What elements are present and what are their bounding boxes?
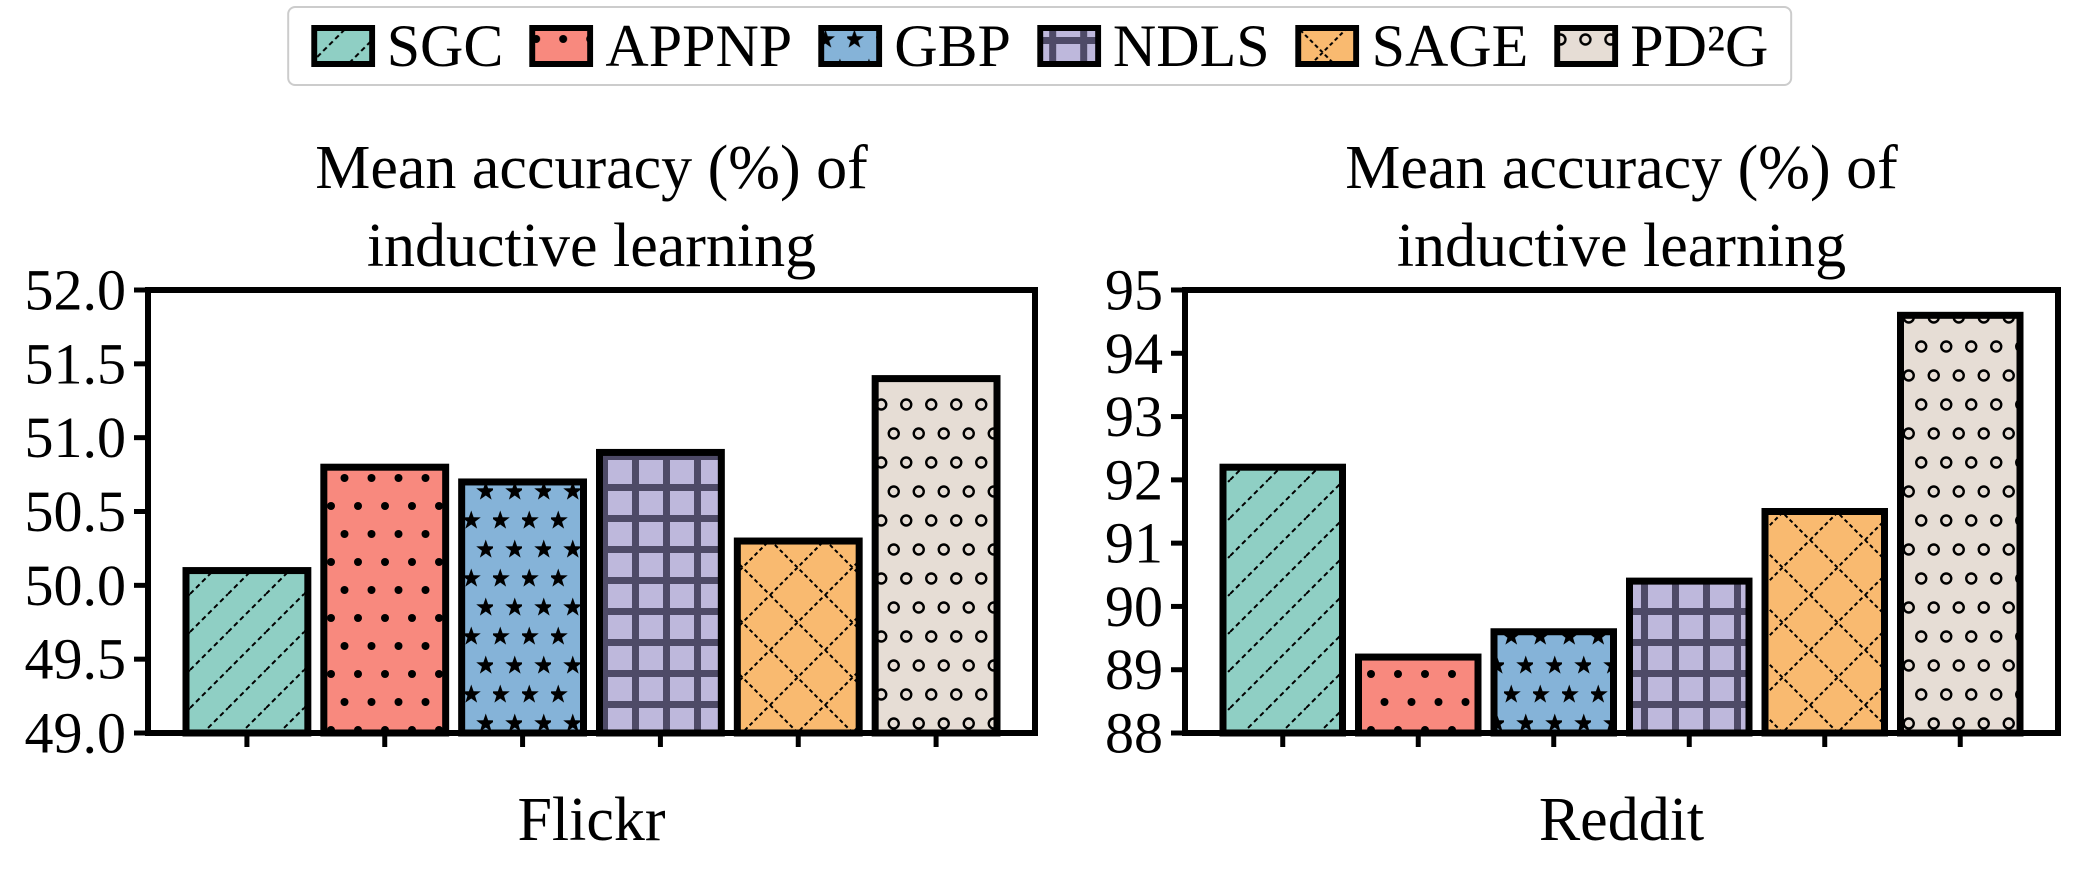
bar-gbp-reddit-hatch [1490, 628, 1617, 737]
chart-title-line2: inductive learning [1397, 212, 1846, 280]
axes-frame [1182, 287, 2061, 736]
x-axis-label: Flickr [517, 786, 665, 854]
legend: SGC APPNP GBP NDLS [286, 6, 1793, 86]
legend-swatch-gbp [818, 25, 883, 67]
legend-item-gbp: GBP [818, 16, 1011, 76]
bar-sage-flickr-hatch [733, 537, 863, 737]
legend-swatch-sage [1295, 25, 1360, 67]
y-tick-label: 49.5 [25, 627, 127, 692]
legend-swatch-ndls [1036, 25, 1101, 67]
legend-item-sgc: SGC [310, 13, 504, 79]
y-tick-label: 91 [1105, 511, 1163, 576]
y-tick-label: 51.5 [25, 331, 127, 396]
bar-gbp-flickr-hatch [458, 478, 587, 737]
y-tick-label: 92 [1105, 447, 1163, 512]
legend-swatch-sgc [310, 25, 375, 67]
y-tick-label: 94 [1105, 321, 1163, 386]
y-tick-label: 52.0 [25, 258, 127, 323]
legend-label-gbp: GBP [894, 13, 1011, 79]
legend-item-pd2g: PD²G [1554, 16, 1768, 76]
legend-label-sage: SAGE [1371, 13, 1529, 79]
legend-label-ndls: NDLS [1112, 13, 1270, 79]
chart-title-line2: inductive learning [367, 212, 816, 280]
bar-sgc-reddit-hatch [1219, 463, 1346, 737]
bar-appnp-reddit-hatch [1355, 653, 1482, 737]
y-tick-label: 95 [1105, 258, 1163, 323]
reddit-bar-chart: Mean accuracy (%) of inductive learning 95… [1105, 134, 2061, 854]
legend-swatch-appnp [529, 25, 594, 67]
legend-item-appnp: APPNP [529, 16, 792, 76]
legend-label-appnp: APPNP [605, 13, 793, 79]
bar-pdg-reddit-hatch [1897, 311, 2024, 737]
bar-sgc-flickr-hatch [182, 567, 312, 737]
axes-frame [145, 287, 1038, 736]
y-tick-label: 49.0 [25, 701, 127, 766]
y-tick-label: 50.0 [25, 553, 127, 618]
bar-sage-reddit-hatch [1761, 508, 1888, 737]
bar-appnp-flickr-hatch [320, 463, 450, 737]
legend-item-ndls: NDLS [1036, 13, 1270, 79]
x-axis-label: Reddit [1539, 786, 1704, 854]
legend-item-sage: SAGE [1295, 13, 1529, 79]
flickr-bar-chart: Mean accuracy (%) of inductive learning 52… [25, 134, 1038, 854]
chart-title-line1: Mean accuracy (%) of [315, 134, 868, 202]
y-tick-label: 89 [1105, 637, 1163, 702]
bar-ndls-flickr-hatch [596, 448, 725, 737]
y-tick-label: 50.5 [25, 479, 127, 544]
y-tick-label: 93 [1105, 384, 1163, 449]
bar-ndls-reddit-hatch [1626, 577, 1753, 737]
bar-pdg-flickr-hatch [871, 375, 1001, 737]
legend-swatch-pd2g [1554, 25, 1619, 67]
legend-label-pd2g: PD²G [1630, 13, 1769, 79]
legend-label-sgc: SGC [386, 13, 504, 79]
chart-title-line1: Mean accuracy (%) of [1345, 134, 1898, 202]
y-tick-label: 90 [1105, 574, 1163, 639]
y-tick-label: 88 [1105, 701, 1163, 766]
y-tick-label: 51.0 [25, 405, 127, 470]
